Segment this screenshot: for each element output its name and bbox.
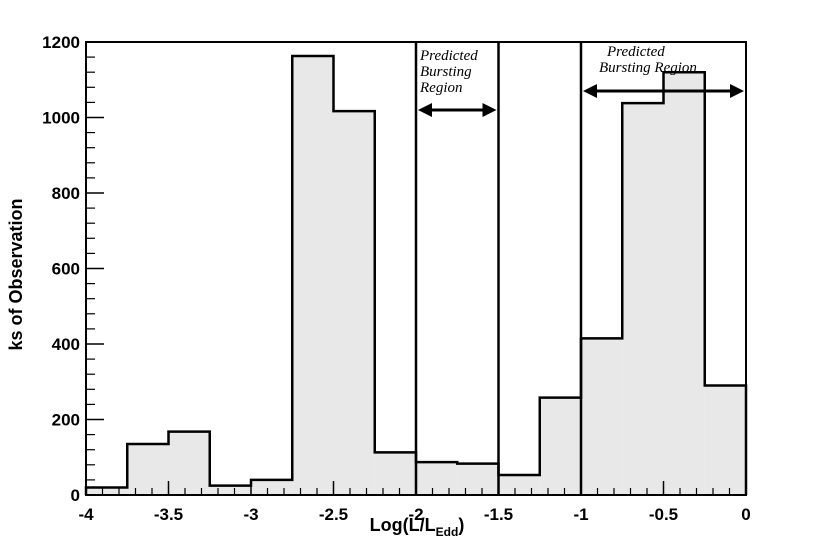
histogram-bar-1	[127, 444, 169, 495]
region-arrow-head-right	[730, 84, 744, 98]
region-label-line: Region	[419, 80, 463, 96]
histogram-bar-10	[498, 474, 540, 495]
histogram-bar-0	[86, 487, 128, 495]
region-label-line: Bursting	[420, 64, 472, 80]
bars-layer	[84, 54, 748, 496]
tick-labels-layer: -4 -3.5 -3 -2.5 -2 -1.5 -1 -0.5 0 0 200 400 600 800 10…	[42, 33, 751, 524]
region-label-line: Bursting Region	[599, 60, 697, 76]
x-axis-title-subscript: Edd	[436, 525, 459, 539]
x-axis-title: Log(L/LEdd)	[370, 515, 465, 539]
x-tick-label: -3	[243, 505, 258, 524]
plot-frame	[85, 41, 747, 496]
region-arrow-head-right	[482, 103, 497, 117]
histogram-bar-2	[168, 431, 210, 495]
region-label-line: Predicted	[606, 44, 665, 60]
x-tick-label: -4	[78, 505, 94, 524]
histogram-bar-12	[581, 338, 623, 495]
histogram-bar-15	[704, 385, 746, 495]
histogram-bar-9	[457, 463, 499, 495]
y-tick-label: 400	[52, 335, 80, 354]
histogram-bar-14	[663, 72, 705, 495]
x-tick-label: 0	[741, 505, 750, 524]
x-axis-title-base: Log(L/L	[370, 515, 436, 535]
histogram-bar-7	[374, 452, 416, 495]
x-axis-title-close: )	[458, 515, 464, 535]
region-arrow-head-left	[583, 84, 597, 98]
histogram-bar-5	[292, 55, 334, 495]
y-tick-label: 0	[71, 486, 80, 505]
x-tick-label: -1.5	[484, 505, 513, 524]
x-tick-label: -2.5	[319, 505, 348, 524]
y-tick-label: 600	[52, 260, 80, 279]
y-tick-label: 1000	[42, 109, 80, 128]
region-arrow-head-left	[418, 103, 432, 117]
region-label-line: Predicted	[419, 48, 478, 64]
y-tick-label: 200	[52, 411, 80, 430]
histogram-bar-3	[209, 485, 251, 495]
histogram-bar-13	[622, 103, 664, 495]
histogram-bar-11	[539, 397, 581, 495]
x-tick-label: -2	[408, 505, 423, 524]
x-tick-label: -3.5	[154, 505, 183, 524]
x-tick-label: -0.5	[649, 505, 678, 524]
y-axis-title: ks of Observation	[6, 198, 26, 350]
histogram-bar-4	[251, 479, 293, 495]
x-tick-label: -1	[573, 505, 588, 524]
y-tick-label: 1200	[42, 33, 80, 52]
histogram-bar-8	[416, 462, 458, 495]
histogram-bar-6	[333, 111, 375, 496]
y-tick-label: 800	[52, 184, 80, 203]
regions-layer: PredictedBurstingRegionPredictedBursting…	[414, 42, 744, 495]
